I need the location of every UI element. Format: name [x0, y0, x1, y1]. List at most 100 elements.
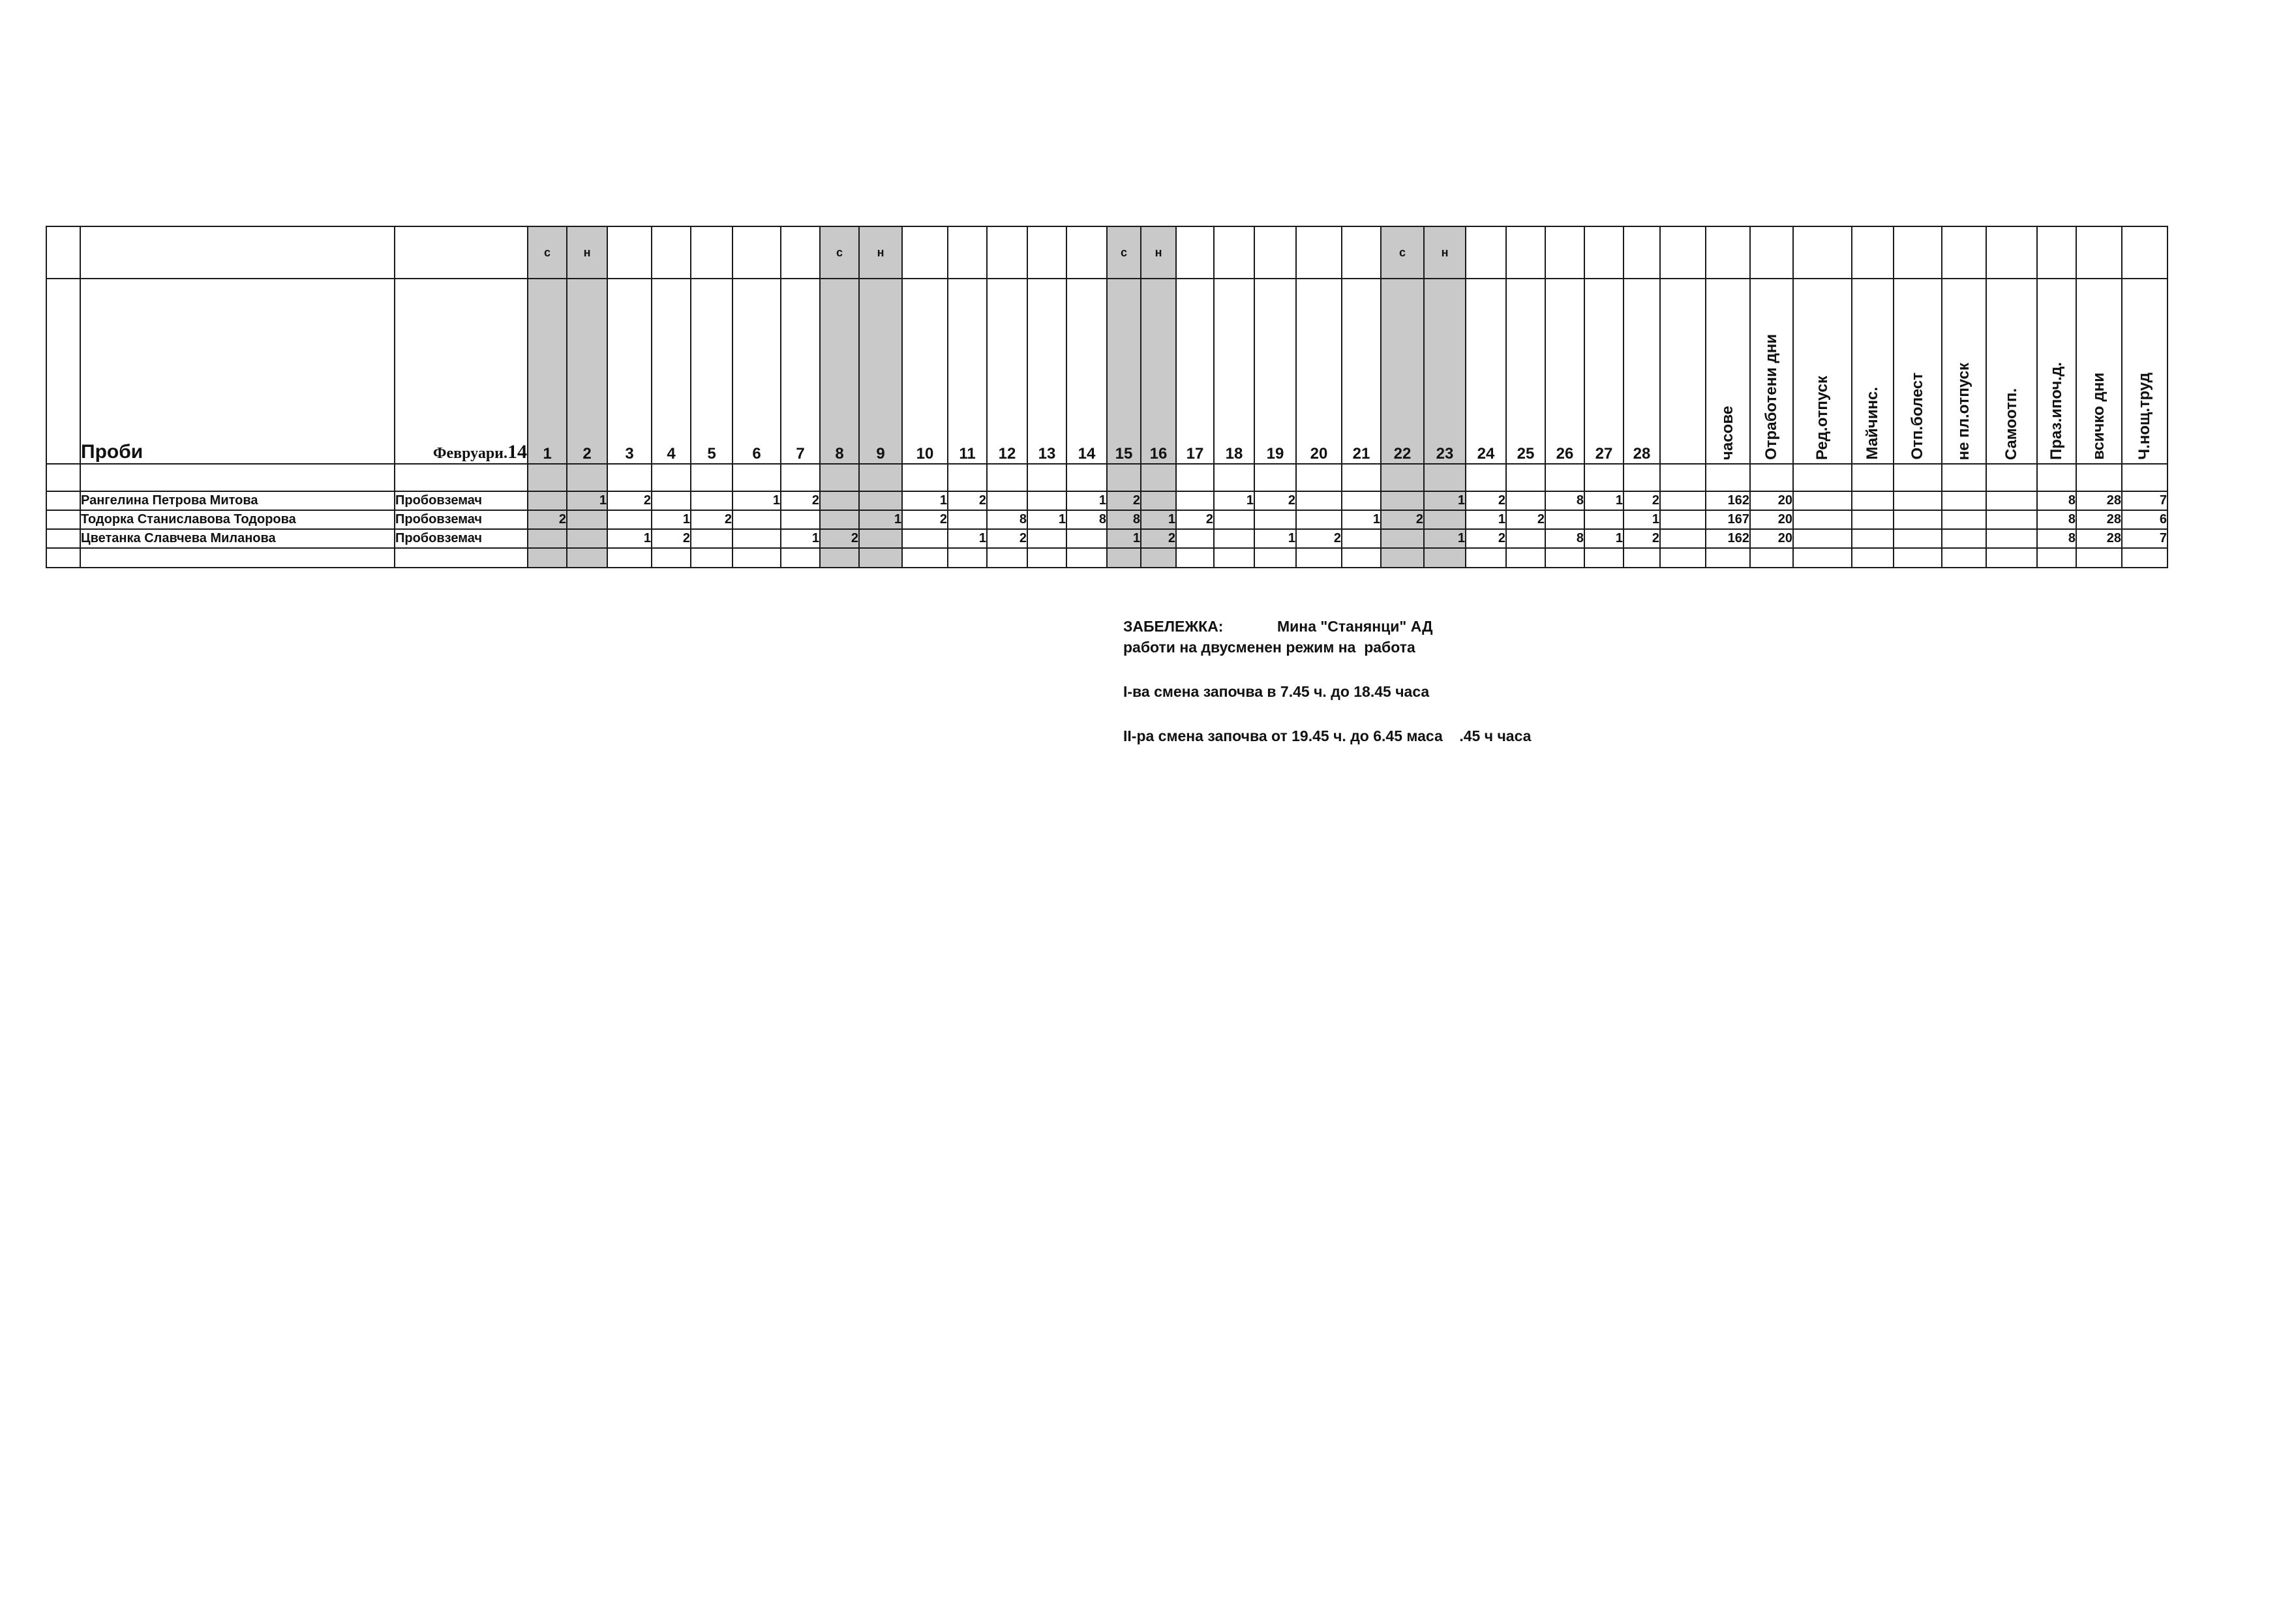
employee-row: Тодорка Станиславова Тодорова Пробовземач… [46, 510, 2213, 530]
shift-cell [527, 491, 567, 511]
weekday-mark [690, 226, 733, 279]
shift-cell [1140, 491, 1177, 511]
shift-cell: 1 [1423, 528, 1466, 549]
weekday-mark: с [1106, 226, 1141, 279]
table-cell [1705, 463, 1751, 492]
shift-cell: 2 [1380, 510, 1425, 530]
shift-cell: 8 [986, 510, 1028, 530]
shift-cell [1295, 491, 1342, 511]
shift-cell [819, 510, 860, 530]
shift-cell: 2 [819, 528, 860, 549]
table-cell [80, 463, 395, 492]
summary-header: Праз.ипоч.д. [2036, 278, 2077, 465]
summary-header-label: Ред.отпуск [1813, 375, 1831, 460]
table-cell [46, 463, 81, 492]
shift-cell [566, 528, 608, 549]
table-cell [732, 463, 781, 492]
day-number: 15 [1106, 278, 1141, 465]
table-cell [1027, 547, 1067, 568]
table-cell [46, 226, 81, 279]
shift-cell [947, 510, 988, 530]
shift-cell [1505, 528, 1546, 549]
table-cell [1465, 463, 1507, 492]
table-cell [607, 547, 652, 568]
shift-cell: 2 [1106, 491, 1141, 511]
shift-cell: 2 [1465, 491, 1507, 511]
shift-cell: 1 [858, 510, 903, 530]
table-cell [2076, 463, 2122, 492]
table-cell [1659, 528, 1706, 549]
table-cell [1505, 463, 1546, 492]
summary-cell: 28 [2076, 491, 2122, 511]
summary-header-label: Ч.нощ.труд [2136, 373, 2153, 460]
table-cell [1941, 226, 1987, 279]
table-cell [1941, 463, 1987, 492]
shift-cell [1341, 528, 1382, 549]
day-number: 5 [690, 278, 733, 465]
summary-header-label: Праз.ипоч.д. [2047, 362, 2065, 460]
table-cell [1792, 226, 1852, 279]
day-number: 26 [1545, 278, 1585, 465]
shift-cell: 1 [1213, 491, 1255, 511]
table-cell [780, 547, 821, 568]
shift-cell: 1 [566, 491, 608, 511]
summary-header: всичко дни [2076, 278, 2122, 465]
table-cell [2121, 463, 2168, 492]
shift-cell [780, 510, 821, 530]
shift-cell: 8 [1106, 510, 1141, 530]
summary-header-label: всичко дни [2090, 373, 2107, 460]
shift-cell [732, 510, 781, 530]
table-cell [527, 463, 567, 492]
shift-cell [1505, 491, 1546, 511]
table-cell [46, 278, 81, 465]
table-cell [1106, 547, 1141, 568]
table-cell [780, 463, 821, 492]
table-cell [1851, 226, 1894, 279]
shift-cell: 2 [780, 491, 821, 511]
weekday-mark [986, 226, 1028, 279]
table-cell [1792, 463, 1852, 492]
table-cell [1380, 463, 1425, 492]
table-cell [527, 547, 567, 568]
summary-header-label: Отработени дни [1762, 334, 1780, 460]
spacer-row [46, 463, 2213, 492]
shift-cell: 2 [1505, 510, 1546, 530]
shift-cell [1380, 528, 1425, 549]
shift-cell: 1 [1254, 528, 1297, 549]
day-number: 13 [1027, 278, 1067, 465]
table-cell [566, 463, 608, 492]
shift-cell: 1 [1423, 491, 1466, 511]
summary-cell: 8 [2036, 528, 2077, 549]
table-cell [1213, 463, 1255, 492]
table-cell [1505, 547, 1546, 568]
day-number: 9 [858, 278, 903, 465]
table-cell [1749, 226, 1794, 279]
table-cell [1545, 547, 1585, 568]
table-cell [1140, 547, 1177, 568]
table-cell [1066, 463, 1108, 492]
summary-cell: 7 [2121, 528, 2168, 549]
shift-cell [1380, 491, 1425, 511]
table-cell [690, 547, 733, 568]
shift-cell: 2 [607, 491, 652, 511]
shift-cell [690, 491, 733, 511]
header-row: Проби Февруари.14 1 2 3 4 5 6 7 8 9 10 11 12 13 14 15 16 1… [46, 278, 2213, 465]
table-cell [1175, 547, 1215, 568]
summary-cell [1792, 491, 1852, 511]
table-cell [566, 547, 608, 568]
shift-cell [1584, 510, 1624, 530]
shift-cell: 1 [1140, 510, 1177, 530]
weekday-mark [1465, 226, 1507, 279]
table-cell [901, 463, 948, 492]
weekday-mark: с [819, 226, 860, 279]
table-cell [394, 547, 528, 568]
section-title: Проби [80, 278, 395, 465]
shift-cell: 2 [947, 491, 988, 511]
day-number: 12 [986, 278, 1028, 465]
shift-cell: 2 [527, 510, 567, 530]
day-number: 28 [1623, 278, 1661, 465]
table-cell [46, 510, 81, 530]
shift-cell [527, 528, 567, 549]
shift-cell: 8 [1545, 491, 1585, 511]
